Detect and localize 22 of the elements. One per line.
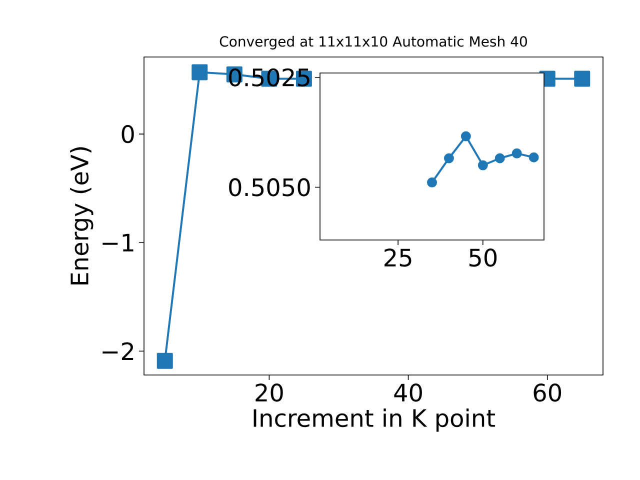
point xyxy=(444,153,454,164)
y-axis-title: Energy (eV) xyxy=(70,147,94,284)
x-tick-label: 20 xyxy=(256,384,283,402)
point xyxy=(156,352,173,369)
y-tick-label: 0 xyxy=(122,124,134,144)
point xyxy=(478,160,488,170)
point xyxy=(460,131,471,142)
x-tick-label: 40 xyxy=(394,384,422,402)
y-tick-label: −1 xyxy=(102,234,134,252)
x-tick-label: 60 xyxy=(534,384,562,402)
x-tick-label: 25 xyxy=(384,248,412,267)
point xyxy=(192,64,208,80)
point xyxy=(574,70,590,87)
x-tick-label: 50 xyxy=(469,248,497,267)
point xyxy=(512,148,522,158)
point xyxy=(494,153,505,164)
point xyxy=(528,152,539,162)
point xyxy=(427,177,438,188)
chart-title: Converged at 11x11x10 Automatic Mesh 40 xyxy=(220,36,527,50)
y-tick-label: 0.5050 xyxy=(229,178,310,196)
y-tick-label: −2 xyxy=(102,342,134,360)
x-axis-title: Increment in K point xyxy=(254,408,495,432)
